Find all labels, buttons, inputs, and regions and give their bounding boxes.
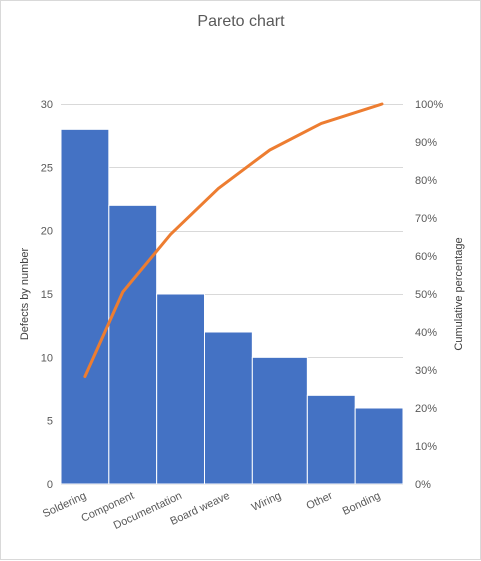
y2-tick-1: 10%	[415, 441, 437, 453]
y2-tick-6: 60%	[415, 251, 437, 263]
y2-tick-4: 40%	[415, 327, 437, 339]
bars	[60, 128, 404, 485]
bar-3	[203, 331, 253, 485]
y2-tick-10: 100%	[415, 99, 443, 111]
bar-0	[60, 128, 110, 485]
y2-tick-9: 90%	[415, 137, 437, 149]
y2-tick-0: 0%	[415, 479, 431, 491]
primary-y-axis-ticks: 0 5 10 15 20 25 30	[41, 99, 53, 491]
x-tick-6: Bonding	[341, 490, 383, 518]
bar-6	[354, 407, 404, 485]
y-tick-6: 30	[41, 99, 53, 111]
x-tick-4: Wiring	[250, 490, 283, 514]
bar-2	[156, 293, 205, 485]
cumulative-line	[83, 102, 384, 378]
y-axis-title: Defects by number	[19, 248, 31, 341]
y-tick-3: 15	[41, 289, 53, 301]
secondary-y-axis-ticks: 0% 10% 20% 30% 40% 50% 60% 70% 80% 90% 100%	[415, 99, 443, 491]
bar-5	[306, 394, 356, 485]
y2-tick-8: 80%	[415, 175, 437, 187]
y2-tick-7: 70%	[415, 213, 437, 225]
y2-tick-3: 30%	[415, 365, 437, 377]
chart-title: Pareto chart	[197, 13, 285, 30]
bar-1	[108, 204, 158, 485]
y-tick-1: 5	[47, 416, 53, 428]
y-tick-4: 20	[41, 226, 53, 238]
y2-tick-2: 20%	[415, 403, 437, 415]
y2-tick-5: 50%	[415, 289, 437, 301]
x-tick-5: Other	[305, 490, 335, 513]
bar-4	[251, 356, 308, 485]
y-tick-2: 10	[41, 352, 53, 364]
cumulative-line-path	[83, 102, 384, 378]
y-tick-0: 0	[47, 479, 53, 491]
y-tick-5: 25	[41, 162, 53, 174]
y2-axis-title: Cumulative percentage	[453, 237, 465, 350]
